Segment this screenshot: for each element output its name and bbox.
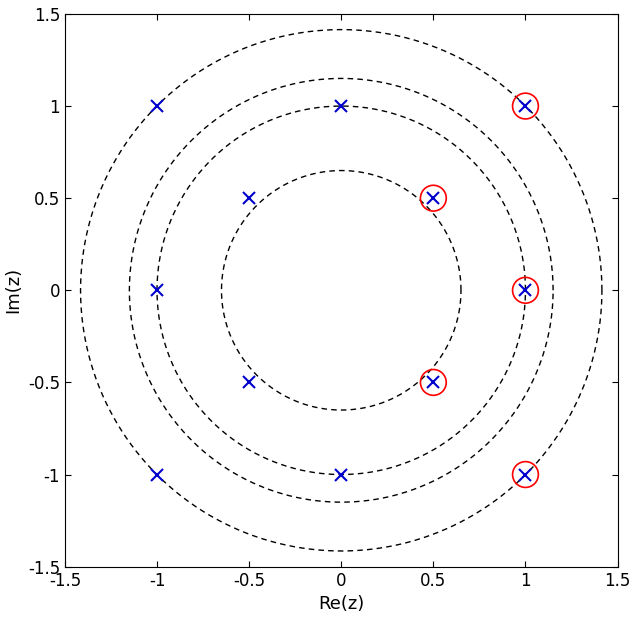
Y-axis label: Im(z): Im(z) <box>4 267 22 313</box>
X-axis label: Re(z): Re(z) <box>318 595 364 613</box>
